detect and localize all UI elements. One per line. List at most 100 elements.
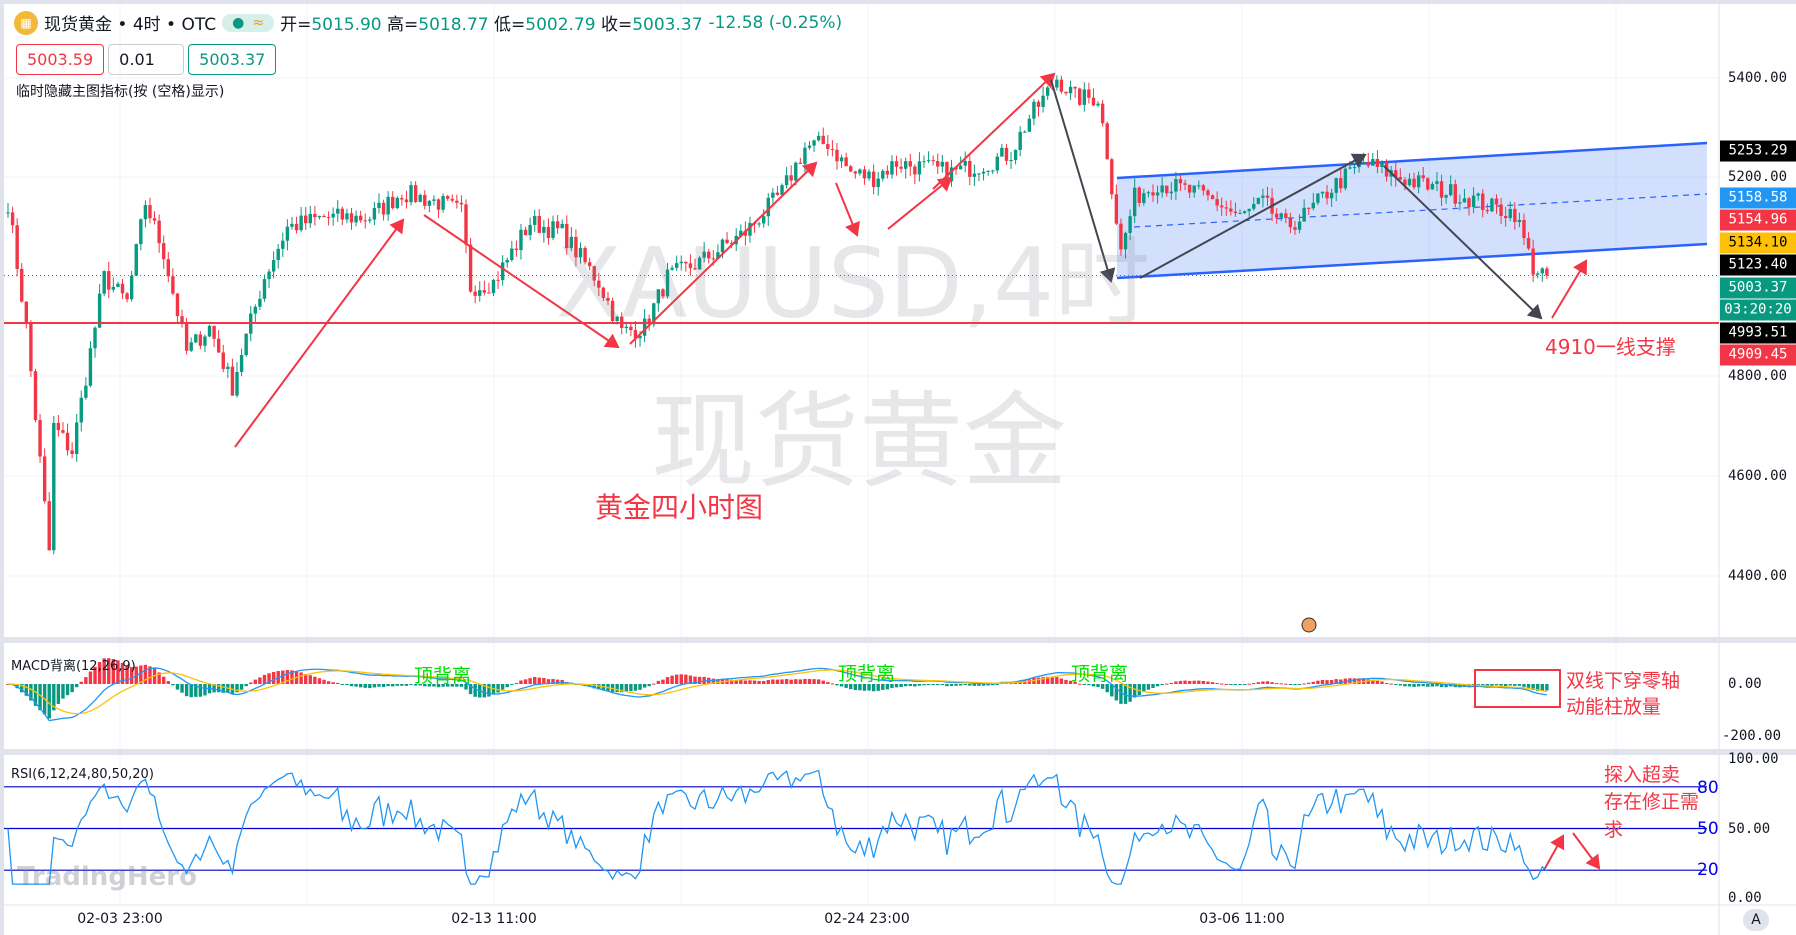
macd-histogram-bar — [281, 670, 285, 684]
candle-body — [711, 258, 716, 260]
candle-body — [322, 216, 326, 218]
macd-histogram-bar — [432, 684, 436, 687]
auto-scale-button[interactable]: A — [1743, 909, 1769, 931]
macd-histogram-bar — [409, 684, 413, 685]
macd-histogram-bar — [1137, 684, 1141, 696]
macd-histogram-bar — [1045, 676, 1050, 684]
candle-body — [61, 430, 65, 433]
candle-body — [468, 244, 473, 292]
market-status-pill[interactable]: ● ≈ — [222, 13, 275, 32]
candle-body — [107, 271, 111, 290]
price-tag: 4993.51 — [1720, 322, 1796, 344]
candle-body — [418, 194, 422, 202]
macd-histogram-bar — [794, 679, 798, 684]
macd-histogram-bar — [1132, 684, 1137, 698]
candle-body — [1375, 158, 1380, 167]
macd-histogram-bar — [464, 684, 468, 690]
macd-histogram-bar — [693, 676, 697, 684]
candle-body — [42, 456, 47, 502]
macd-histogram-bar — [716, 679, 720, 684]
candle-body — [1027, 118, 1032, 132]
macd-histogram-bar — [679, 674, 683, 684]
macd-histogram-bar — [592, 684, 596, 689]
buy-price-button[interactable]: 5003.37 — [188, 44, 277, 75]
x-tick: 02-13 11:00 — [451, 911, 537, 927]
candle-body — [139, 219, 143, 245]
candle-body — [1192, 185, 1196, 193]
macd-histogram-bar — [1316, 680, 1320, 684]
sell-price-button[interactable]: 5003.59 — [16, 44, 105, 75]
macd-histogram-bar — [931, 684, 935, 685]
quantity-input[interactable]: 0.01 — [108, 44, 185, 75]
divergence-label: 顶背离 — [414, 665, 472, 687]
candle-body — [707, 251, 711, 259]
rsi-note: 存在修正需 — [1604, 791, 1700, 813]
macd-histogram-bar — [1329, 680, 1334, 684]
candle-body — [313, 213, 317, 218]
macd-histogram-bar — [1178, 680, 1183, 684]
macd-label[interactable]: MACD背离(12,26,9) — [11, 659, 136, 674]
macd-histogram-bar — [839, 684, 844, 687]
candle-body — [936, 161, 940, 167]
candle-body — [102, 271, 106, 294]
candle-body — [849, 166, 853, 172]
candle-body — [1357, 162, 1361, 168]
candle-body — [762, 216, 766, 224]
candle-body — [372, 208, 377, 220]
macd-histogram-bar — [326, 681, 331, 684]
candle-body — [597, 280, 601, 288]
macd-histogram-bar — [180, 684, 184, 693]
macd-histogram-bar — [1242, 684, 1247, 685]
candle-body — [766, 197, 770, 217]
candle-body — [148, 205, 152, 219]
macd-histogram-bar — [620, 684, 624, 693]
macd-histogram-bar — [93, 666, 97, 684]
candle-body — [203, 336, 207, 346]
macd-tick: 0.00 — [1728, 676, 1762, 692]
candle-body — [1412, 178, 1416, 188]
trend-arrow — [1139, 153, 1367, 279]
candle-body — [1220, 205, 1224, 208]
macd-histogram-bar — [1449, 684, 1453, 687]
candle-body — [1210, 195, 1215, 200]
macd-histogram-bar — [500, 684, 505, 690]
candle-body — [459, 202, 464, 205]
candle-body — [748, 222, 752, 236]
candle-body — [679, 261, 683, 264]
symbol-title[interactable]: 现货黄金 • 4时 • OTC — [44, 15, 217, 35]
macd-histogram-bar — [299, 672, 303, 684]
rsi-note: 探入超卖 — [1604, 764, 1681, 786]
macd-histogram-bar — [807, 678, 812, 684]
candle-body — [1059, 79, 1064, 92]
candle-body — [271, 259, 276, 272]
macd-histogram-bar — [61, 684, 65, 699]
candle-body — [1320, 191, 1325, 194]
candle-body — [1105, 123, 1109, 160]
macd-histogram-bar — [1407, 684, 1412, 687]
status-dot-icon: ● — [232, 14, 245, 31]
candle-body — [281, 240, 285, 249]
macd-histogram-bar — [629, 684, 633, 692]
macd-histogram-bar — [377, 684, 381, 687]
candle-body — [812, 140, 816, 146]
channel-bottom — [1116, 242, 1708, 280]
macd-histogram-bar — [958, 684, 963, 686]
candle-body — [528, 224, 532, 236]
rsi-label[interactable]: RSI(6,12,24,80,50,20) — [11, 767, 154, 782]
candle-body — [84, 385, 88, 398]
macd-histogram-bar — [445, 684, 450, 687]
macd-histogram-bar — [249, 682, 253, 684]
macd-histogram-bar — [368, 684, 372, 689]
candle-body — [391, 196, 395, 209]
macd-histogram-bar — [413, 684, 418, 686]
macd-note: 动能柱放量 — [1566, 696, 1662, 718]
ohlc-value: 5002.79 — [525, 15, 596, 35]
macd-histogram-bar — [674, 674, 679, 684]
candle-body — [583, 247, 587, 263]
candle-body — [134, 244, 138, 276]
macd-histogram-bar — [267, 673, 271, 684]
candle-body — [601, 287, 606, 298]
candle-body — [574, 236, 578, 258]
